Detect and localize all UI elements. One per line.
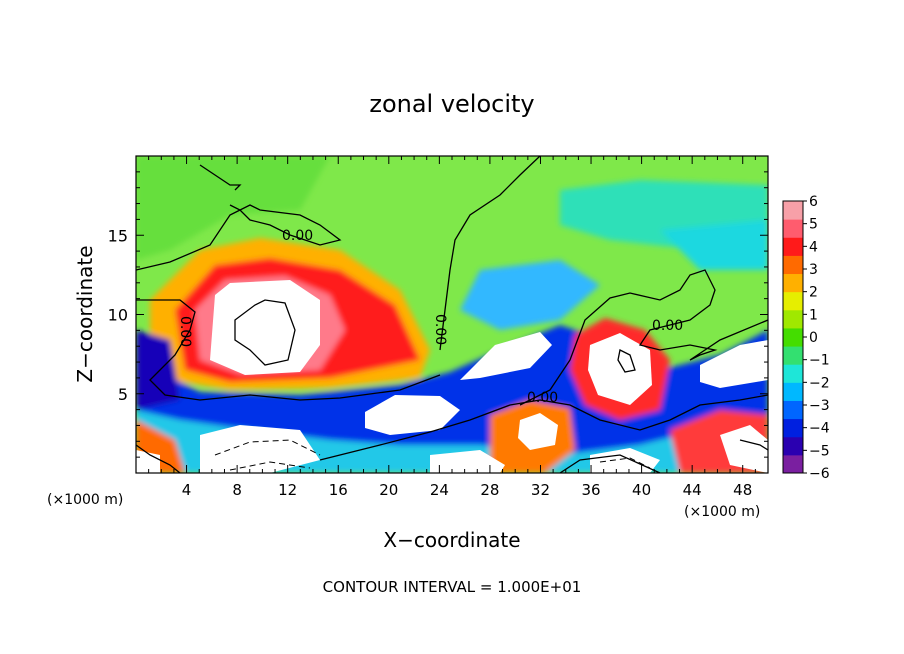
bottom-right-contour [739, 439, 768, 451]
heatmap-field [136, 156, 768, 473]
x-unit-right: (×1000 m) [684, 504, 760, 520]
zero-contour-top [199, 164, 242, 191]
contour-interval-note: CONTOUR INTERVAL = 1.000E+01 [323, 578, 582, 596]
x-axis-label: X−coordinate [383, 528, 520, 552]
contour-label-5: 0.00 [432, 314, 448, 345]
colorbar-segment [783, 364, 803, 383]
colorbar-tick-label: −3 [809, 398, 830, 414]
colorbar-tick-label: 2 [809, 285, 818, 301]
x-tick-label: 24 [430, 481, 449, 499]
colorbar-segment [783, 309, 803, 329]
colorbar: 6 5 4 3 2 1 0 −1 −2 −3 −4 −5 −6 [782, 194, 830, 482]
bottom-contour [136, 444, 181, 473]
zero-contour-diagonal [439, 156, 541, 351]
colorbar-tick-label: 0 [809, 330, 818, 346]
dashed-contours [214, 439, 651, 471]
colorbar-tick-label: −2 [809, 375, 830, 391]
y-axis-label: Z−coordinate [73, 245, 97, 382]
colorbar-tick-label: 5 [809, 217, 818, 233]
x-tick-label: 4 [182, 481, 192, 499]
colorbar-segment [783, 382, 803, 401]
upper-left-green-region [136, 156, 330, 260]
colorbar-segment [783, 327, 803, 347]
contour-label-1: 0.00 [282, 228, 313, 244]
inner-contour-right-blob [617, 349, 636, 373]
x-tick-label: 16 [329, 481, 348, 499]
x-tick-label: 8 [232, 481, 242, 499]
colorbar-tick-label: 6 [809, 194, 818, 210]
colorbar-segment [783, 219, 803, 238]
zero-contour-lower [319, 394, 768, 461]
upper-right-cyan-region-2 [660, 220, 768, 270]
colorbar-segment [783, 454, 803, 474]
y-tick-label: 10 [108, 306, 128, 325]
zero-contour-upper [136, 204, 342, 271]
left-edge-blue [136, 330, 180, 410]
colorbar-tick-label: −1 [809, 353, 830, 369]
colorbar-tick-label: −4 [809, 421, 830, 437]
y-tick-label: 5 [118, 385, 128, 404]
inner-contour-white-blob [234, 299, 296, 366]
colorbar-segment [783, 237, 803, 256]
colorbar-segment [783, 255, 803, 275]
colorbar-segment [783, 291, 803, 311]
zero-contour-midright [519, 269, 768, 406]
colorbar-segment [783, 400, 803, 420]
x-tick-label: 48 [733, 481, 752, 499]
contour-label-2: 0.00 [527, 390, 558, 406]
colorbar-segment [783, 273, 803, 293]
x-tick-label: 32 [531, 481, 550, 499]
colorbar-tick-label: 1 [809, 307, 818, 323]
contour-lines [136, 156, 768, 473]
zero-contour-left [136, 299, 441, 401]
colorbar-tick-label: −5 [809, 443, 830, 459]
x-tick-label: 12 [278, 481, 297, 499]
x-tick-label: 28 [480, 481, 499, 499]
x-tick-label: 36 [581, 481, 600, 499]
colorbar-segment [783, 201, 803, 220]
contour-label-3: 0.00 [652, 318, 683, 334]
colorbar-tick-label: −6 [809, 466, 830, 482]
bottom-contour-2 [559, 454, 661, 473]
colorbar-tick-label: 3 [809, 262, 818, 278]
x-tick-label: 44 [683, 481, 702, 499]
x-tick-label: 20 [379, 481, 398, 499]
chart-title: zonal velocity [369, 90, 534, 118]
y-tick-label: 15 [108, 226, 128, 245]
x-unit-left: (×1000 m) [47, 492, 123, 508]
colorbar-tick-label: 4 [809, 239, 818, 255]
contour-label-4: 0.00 [177, 316, 193, 347]
x-tick-label: 40 [632, 481, 651, 499]
colorbar-segment [783, 436, 803, 456]
saturated-regions [136, 280, 768, 473]
colorbar-segment [783, 346, 803, 365]
mid-cyan-region [460, 260, 600, 330]
colorbar-segment [783, 418, 803, 438]
